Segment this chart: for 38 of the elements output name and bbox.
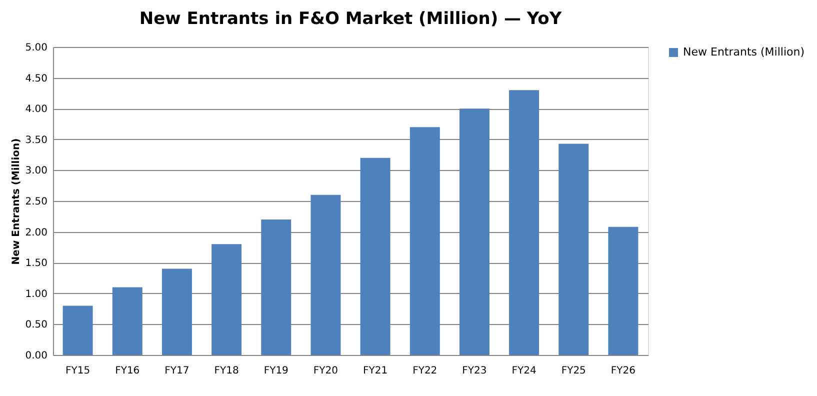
y-tick-label: 5.00 (25, 42, 48, 54)
bar (509, 90, 540, 355)
x-tick-label: FY20 (313, 366, 338, 376)
x-tick-label: FY24 (512, 366, 536, 376)
y-axis-title: New Entrants (Million) (11, 138, 22, 265)
x-tick-label: FY25 (561, 366, 586, 376)
x-tick-label: FY21 (362, 366, 388, 376)
legend-label: New Entrants (Million) (683, 46, 804, 58)
bar (558, 144, 589, 355)
x-tick-label: FY17 (164, 366, 190, 376)
y-tick-label: 0.50 (25, 320, 48, 331)
y-tick-label: 1.50 (25, 258, 48, 270)
chart-title: New Entrants in F&O Market (Million) — YoY (139, 9, 562, 29)
y-tick-label: 2.00 (25, 227, 48, 238)
bar (212, 244, 242, 355)
x-tick-label: FY23 (462, 366, 487, 376)
y-tick-label: 2.50 (25, 196, 48, 208)
y-tick-label: 3.00 (25, 166, 48, 177)
bar (310, 194, 341, 355)
bar (608, 226, 638, 355)
x-tick-label: FY22 (412, 366, 438, 376)
bar (360, 158, 390, 355)
x-tick-label: FY19 (264, 366, 288, 376)
x-tick-label: FY16 (115, 366, 140, 376)
bar (261, 219, 292, 355)
bar (62, 306, 93, 355)
bar (410, 127, 440, 355)
x-tick-label: FY15 (65, 366, 90, 376)
y-tick-label: 1.00 (25, 288, 48, 300)
y-tick-label: 4.00 (25, 104, 48, 116)
x-tick-label: FY18 (214, 366, 239, 376)
y-tick-label: 3.50 (25, 134, 48, 146)
bar (112, 287, 142, 355)
bar (459, 108, 490, 355)
bar (162, 268, 192, 355)
y-tick-label: 0.00 (25, 350, 48, 362)
x-tick-label: FY26 (610, 366, 636, 376)
y-tick-label: 4.50 (25, 73, 48, 84)
